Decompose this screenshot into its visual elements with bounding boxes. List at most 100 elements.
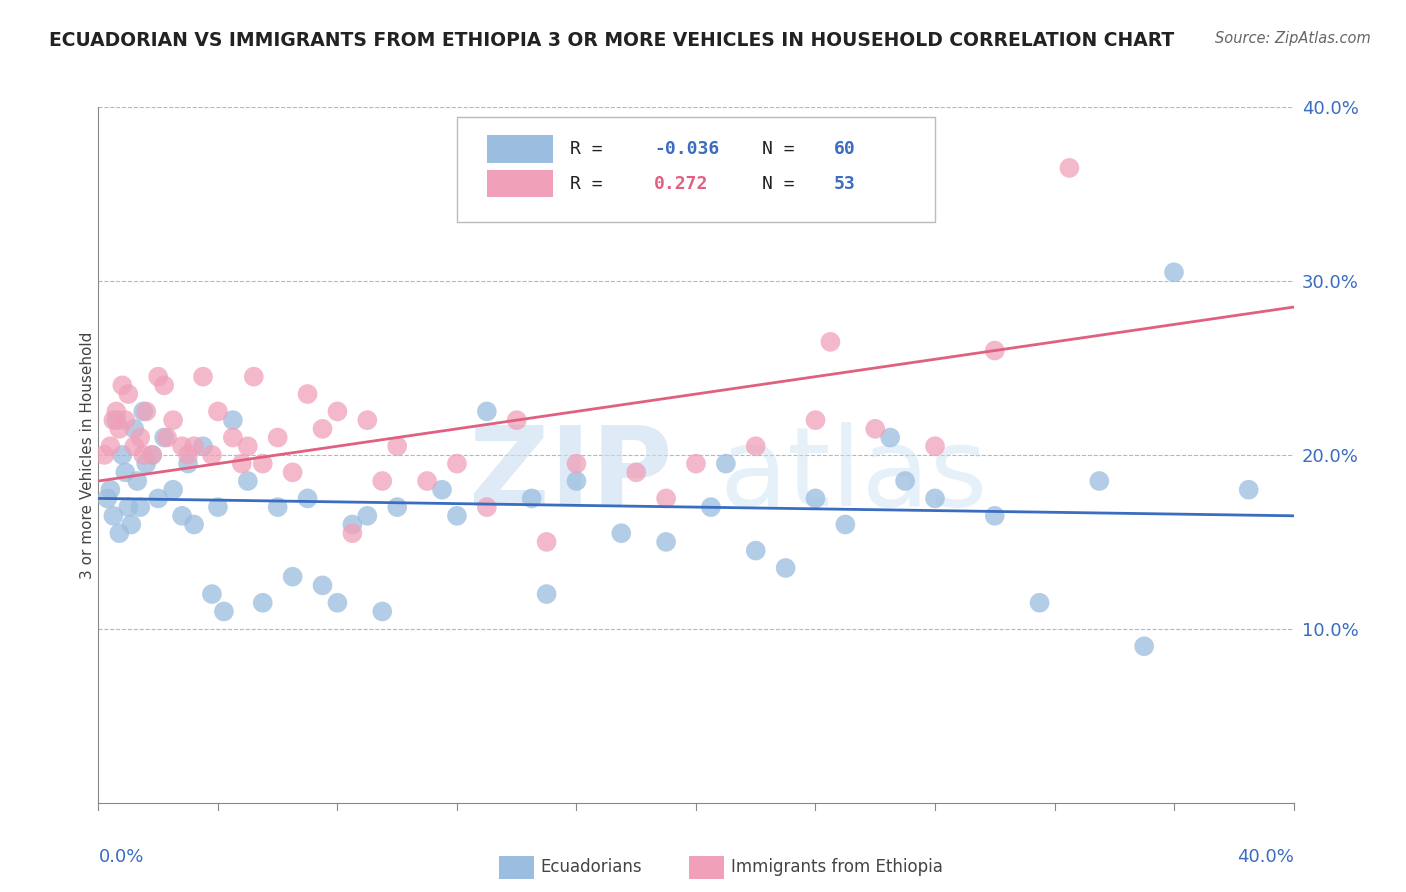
Point xyxy=(371,474,394,488)
Point xyxy=(105,413,128,427)
Point xyxy=(1028,596,1050,610)
Point xyxy=(326,596,349,610)
Point xyxy=(93,448,115,462)
Text: Immigrants from Ethiopia: Immigrants from Ethiopia xyxy=(731,858,943,877)
Point xyxy=(183,439,205,453)
Point xyxy=(281,570,304,584)
Point xyxy=(281,466,304,480)
Point xyxy=(267,500,290,514)
Point xyxy=(183,517,205,532)
Point xyxy=(201,587,224,601)
Point xyxy=(984,508,1007,523)
Point xyxy=(371,605,394,619)
Point xyxy=(100,483,122,497)
Point xyxy=(132,404,155,418)
Point xyxy=(475,404,498,418)
Point xyxy=(111,378,134,392)
Point xyxy=(191,439,214,453)
Point xyxy=(894,474,917,488)
Point xyxy=(243,369,266,384)
Text: R =: R = xyxy=(571,140,614,158)
Point xyxy=(385,439,409,453)
Point xyxy=(148,369,170,384)
Point xyxy=(297,491,319,506)
Point xyxy=(506,413,529,427)
Text: Ecuadorians: Ecuadorians xyxy=(540,858,641,877)
Point xyxy=(236,474,259,488)
Point xyxy=(342,517,364,532)
Text: ECUADORIAN VS IMMIGRANTS FROM ETHIOPIA 3 OR MORE VEHICLES IN HOUSEHOLD CORRELATI: ECUADORIAN VS IMMIGRANTS FROM ETHIOPIA 3… xyxy=(49,31,1174,50)
Point xyxy=(536,534,558,549)
Point xyxy=(655,534,678,549)
Point xyxy=(114,413,136,427)
Point xyxy=(714,457,737,471)
Point xyxy=(117,387,139,401)
Point xyxy=(446,508,468,523)
Point xyxy=(520,491,543,506)
Point xyxy=(222,430,245,444)
Text: ZIP: ZIP xyxy=(468,422,672,529)
Point xyxy=(700,500,723,514)
Point xyxy=(252,596,274,610)
Point xyxy=(135,457,157,471)
Point xyxy=(222,413,245,427)
Text: R =: R = xyxy=(571,175,624,193)
Text: -0.036: -0.036 xyxy=(654,140,720,158)
Point xyxy=(356,413,378,427)
Point xyxy=(108,422,131,436)
Point xyxy=(207,500,229,514)
Point xyxy=(775,561,797,575)
Point xyxy=(879,430,901,444)
Point xyxy=(297,387,319,401)
Point xyxy=(141,448,163,462)
Point xyxy=(745,439,768,453)
Point xyxy=(148,491,170,506)
Point xyxy=(191,369,214,384)
Point xyxy=(111,448,134,462)
Point xyxy=(385,500,409,514)
Point xyxy=(685,457,707,471)
Point xyxy=(834,517,856,532)
Text: N =: N = xyxy=(762,140,806,158)
Point xyxy=(207,404,229,418)
Point xyxy=(565,474,588,488)
Point xyxy=(108,526,131,541)
Point xyxy=(356,508,378,523)
Point xyxy=(446,457,468,471)
Point xyxy=(124,422,146,436)
Point xyxy=(610,526,633,541)
Point xyxy=(162,483,184,497)
Text: 0.0%: 0.0% xyxy=(98,848,143,866)
Point xyxy=(96,491,118,506)
FancyBboxPatch shape xyxy=(486,135,553,162)
Point xyxy=(1133,639,1156,653)
Point xyxy=(103,508,125,523)
Point xyxy=(924,439,946,453)
Text: atlas: atlas xyxy=(720,422,988,529)
Point xyxy=(105,404,128,418)
Point xyxy=(924,491,946,506)
Point xyxy=(124,439,146,453)
Text: 60: 60 xyxy=(834,140,855,158)
Point xyxy=(326,404,349,418)
Text: 0.272: 0.272 xyxy=(654,175,709,193)
Point xyxy=(127,474,149,488)
Point xyxy=(153,378,176,392)
Point xyxy=(120,517,142,532)
Text: 53: 53 xyxy=(834,175,855,193)
Point xyxy=(231,457,253,471)
Point xyxy=(153,430,176,444)
Point xyxy=(626,466,648,480)
Point xyxy=(236,439,259,453)
Point xyxy=(565,457,588,471)
Point xyxy=(172,439,194,453)
Point xyxy=(212,605,235,619)
Point xyxy=(863,422,887,436)
Text: 40.0%: 40.0% xyxy=(1237,848,1294,866)
Point xyxy=(132,448,155,462)
Point xyxy=(984,343,1007,358)
Point xyxy=(475,500,498,514)
Text: N =: N = xyxy=(762,175,806,193)
Point xyxy=(311,578,333,592)
Y-axis label: 3 or more Vehicles in Household: 3 or more Vehicles in Household xyxy=(80,331,94,579)
